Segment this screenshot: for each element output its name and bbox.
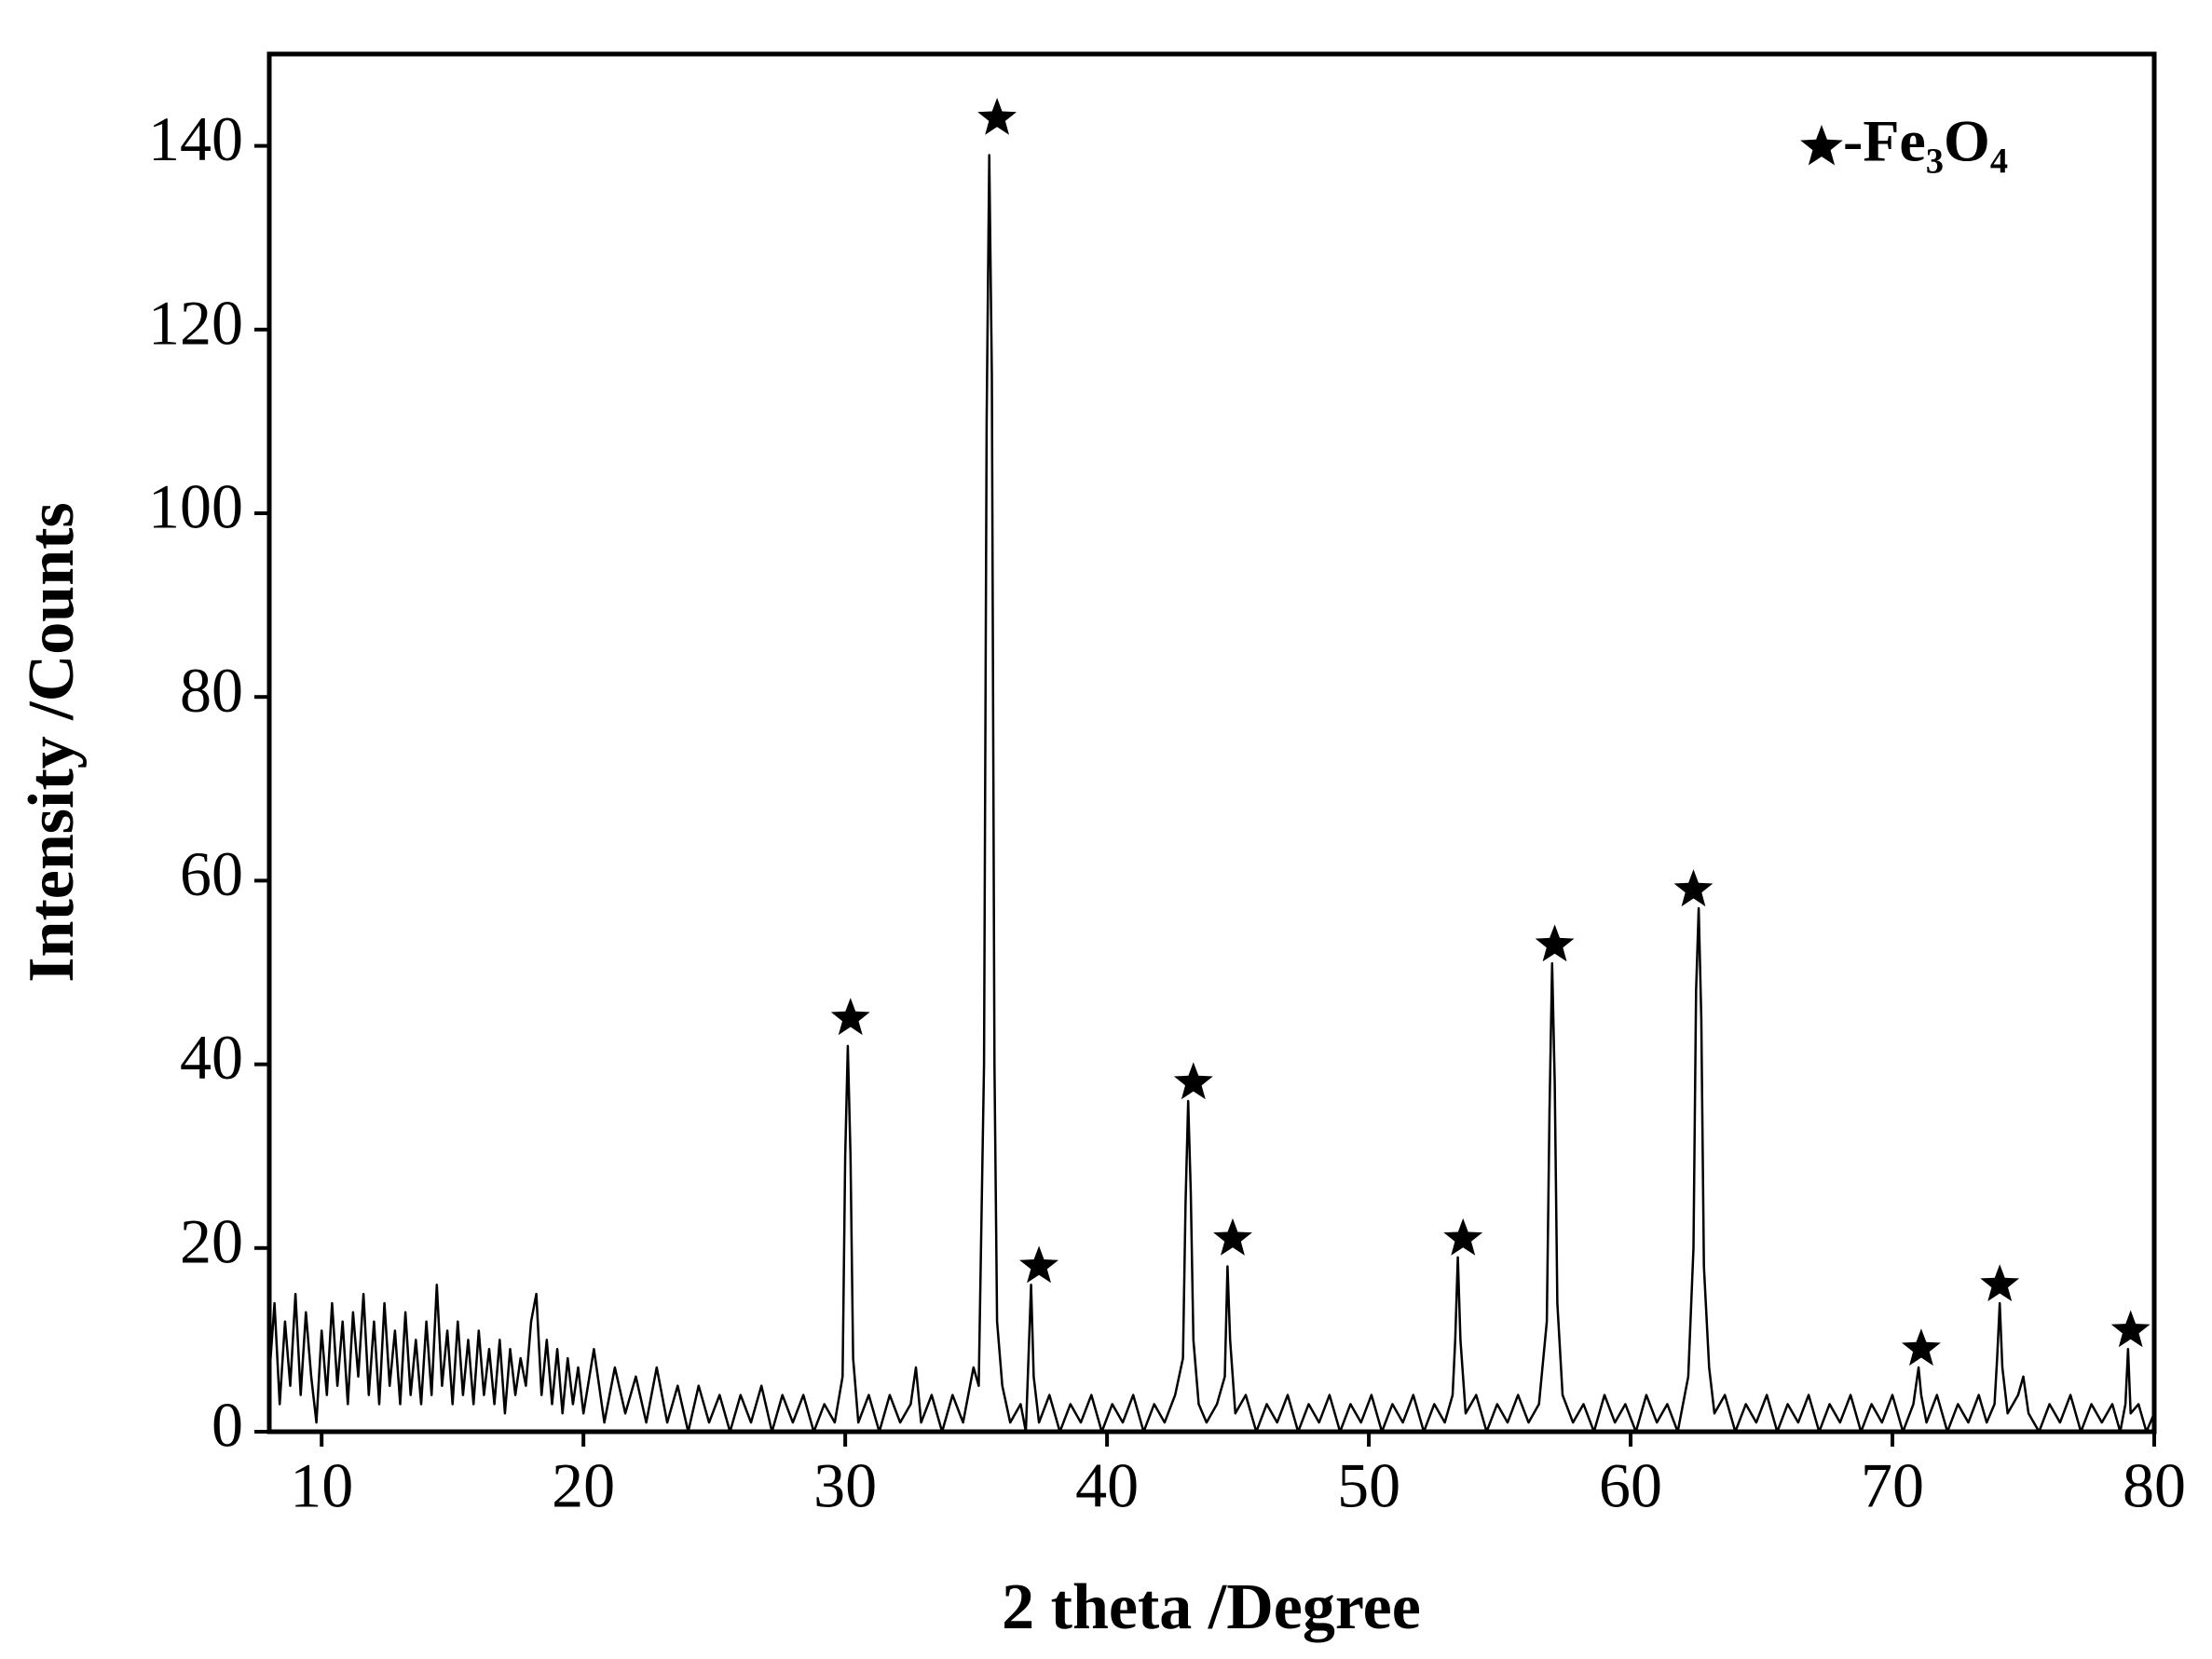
y-tick-label: 0 xyxy=(212,1390,243,1461)
y-axis-title: Intensity /Counts xyxy=(16,502,88,982)
y-tick-label: 60 xyxy=(180,838,243,909)
x-tick-label: 70 xyxy=(1861,1450,1924,1521)
x-tick-label: 10 xyxy=(290,1450,353,1521)
peak-star xyxy=(2110,1310,2151,1348)
y-tick-label: 80 xyxy=(180,655,243,726)
x-tick-label: 30 xyxy=(813,1450,877,1521)
data-line xyxy=(267,154,2156,1434)
legend-star xyxy=(1800,125,1843,166)
peak-star xyxy=(1443,1217,1483,1256)
peak-star xyxy=(1673,869,1714,907)
x-tick-label: 40 xyxy=(1075,1450,1139,1521)
y-tick-label: 40 xyxy=(180,1022,243,1093)
peak-star xyxy=(830,998,870,1036)
peak-star xyxy=(977,98,1017,135)
x-axis-title: 2 theta /Degree xyxy=(1002,1571,1421,1643)
x-tick-label: 80 xyxy=(2123,1450,2186,1521)
x-tick-label: 20 xyxy=(552,1450,615,1521)
peak-star xyxy=(1213,1217,1252,1256)
peak-star xyxy=(1173,1062,1213,1100)
legend-label: -Fe₃O₄ xyxy=(1843,108,2008,174)
plot-frame xyxy=(266,51,2157,1435)
peak-star xyxy=(1980,1264,2020,1301)
y-tick-label: 140 xyxy=(148,103,243,174)
y-tick-label: 120 xyxy=(148,287,243,358)
peak-star xyxy=(1902,1328,1941,1367)
peak-star xyxy=(1535,924,1575,962)
x-tick-label: 60 xyxy=(1599,1450,1662,1521)
y-tick-label: 20 xyxy=(180,1205,243,1276)
x-tick-label: 50 xyxy=(1337,1450,1400,1521)
y-tick-label: 100 xyxy=(148,471,243,542)
peak-star xyxy=(1019,1245,1058,1284)
